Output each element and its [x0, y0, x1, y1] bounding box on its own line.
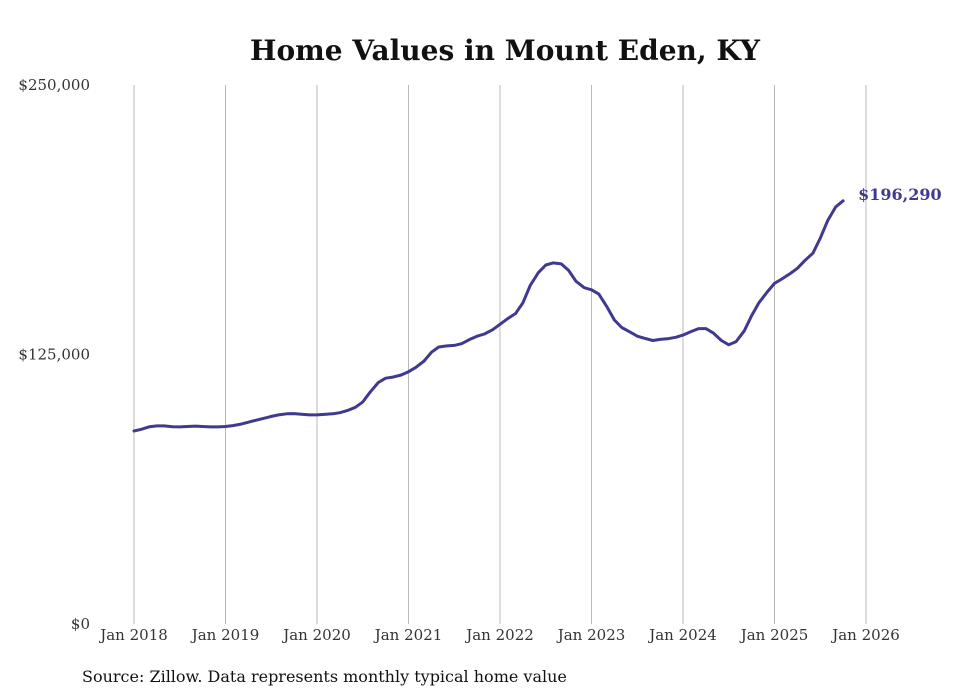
x-tick-label: Jan 2022 — [464, 626, 534, 644]
x-tick-label: Jan 2026 — [830, 626, 900, 644]
vertical-gridlines — [133, 85, 867, 624]
x-tick-label: Jan 2020 — [281, 626, 351, 644]
x-tick-label: Jan 2019 — [190, 626, 260, 644]
end-value-label: $196,290 — [858, 185, 942, 204]
series-layer: $196,290 — [132, 185, 942, 433]
x-axis: Jan 2018 Jan 2019 Jan 2020 Jan 2021 Jan 2022… — [98, 626, 900, 644]
y-tick-label: $125,000 — [18, 346, 90, 364]
x-tick-label: Jan 2018 — [98, 626, 168, 644]
y-tick-label: $0 — [71, 615, 90, 633]
x-tick-label: Jan 2021 — [373, 626, 443, 644]
x-tick-label: Jan 2023 — [556, 626, 626, 644]
x-tick-label: Jan 2024 — [647, 626, 717, 644]
source-note: Source: Zillow. Data represents monthly … — [82, 667, 567, 686]
series-line — [132, 199, 845, 433]
y-tick-label: $250,000 — [18, 76, 90, 94]
x-tick-label: Jan 2025 — [739, 626, 809, 644]
chart-title: Home Values in Mount Eden, KY — [250, 34, 761, 67]
y-axis: $250,000 $125,000 $0 — [18, 76, 90, 633]
